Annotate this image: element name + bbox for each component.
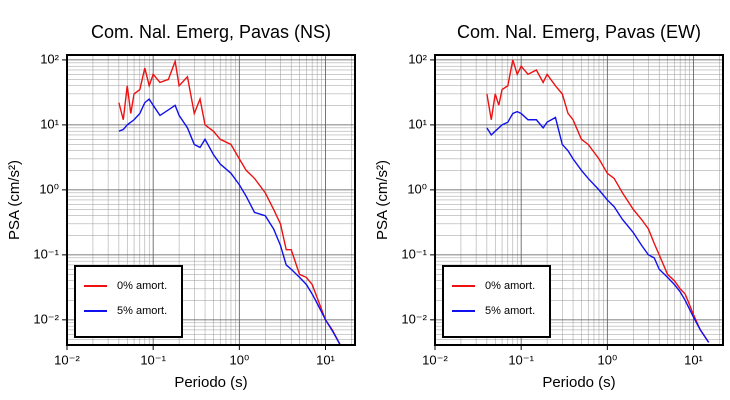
series-line xyxy=(486,110,710,343)
x-tick-label: 10⁰ xyxy=(229,352,249,367)
x-tick-label: 10¹ xyxy=(684,352,703,367)
x-tick-label: 10⁰ xyxy=(597,352,617,367)
series-line xyxy=(486,59,710,343)
y-tick-label: 10¹ xyxy=(408,116,427,131)
legend-label: 0% amort. xyxy=(117,280,167,292)
x-axis-label: Periodo (s) xyxy=(174,374,247,391)
y-tick-label: 10¹ xyxy=(40,116,59,131)
y-axis-label: PSA (cm/s²) xyxy=(374,160,391,240)
legend-label: 0% amort. xyxy=(485,280,535,292)
y-axis-label: PSA (cm/s²) xyxy=(6,160,23,240)
plot-frame xyxy=(66,54,356,346)
x-tick-label: 10⁻² xyxy=(422,352,448,367)
y-tick-label: 10² xyxy=(408,51,427,66)
y-tick-label: 10⁻² xyxy=(401,311,427,326)
series-line xyxy=(118,97,342,345)
x-tick-label: 10⁻¹ xyxy=(140,352,166,367)
legend-label: 5% amort. xyxy=(117,305,167,317)
x-tick-label: 10⁻² xyxy=(54,352,80,367)
legend-box xyxy=(442,265,551,338)
x-tick-label: 10⁻¹ xyxy=(508,352,534,367)
y-tick-label: 10⁰ xyxy=(39,181,59,196)
y-tick-label: 10⁻² xyxy=(33,311,59,326)
x-axis-label: Periodo (s) xyxy=(542,374,615,391)
y-tick-label: 10⁰ xyxy=(407,181,427,196)
legend-label: 5% amort. xyxy=(485,305,535,317)
legend-box xyxy=(74,265,183,338)
series-line xyxy=(118,58,342,345)
chart-title: Com. Nal. Emerg, Pavas (NS) xyxy=(91,22,331,42)
plot-frame xyxy=(434,54,724,346)
y-tick-label: 10² xyxy=(40,51,59,66)
chart-title: Com. Nal. Emerg, Pavas (EW) xyxy=(457,22,701,42)
y-tick-label: 10⁻¹ xyxy=(401,246,427,261)
x-tick-label: 10¹ xyxy=(316,352,335,367)
y-tick-label: 10⁻¹ xyxy=(33,246,59,261)
